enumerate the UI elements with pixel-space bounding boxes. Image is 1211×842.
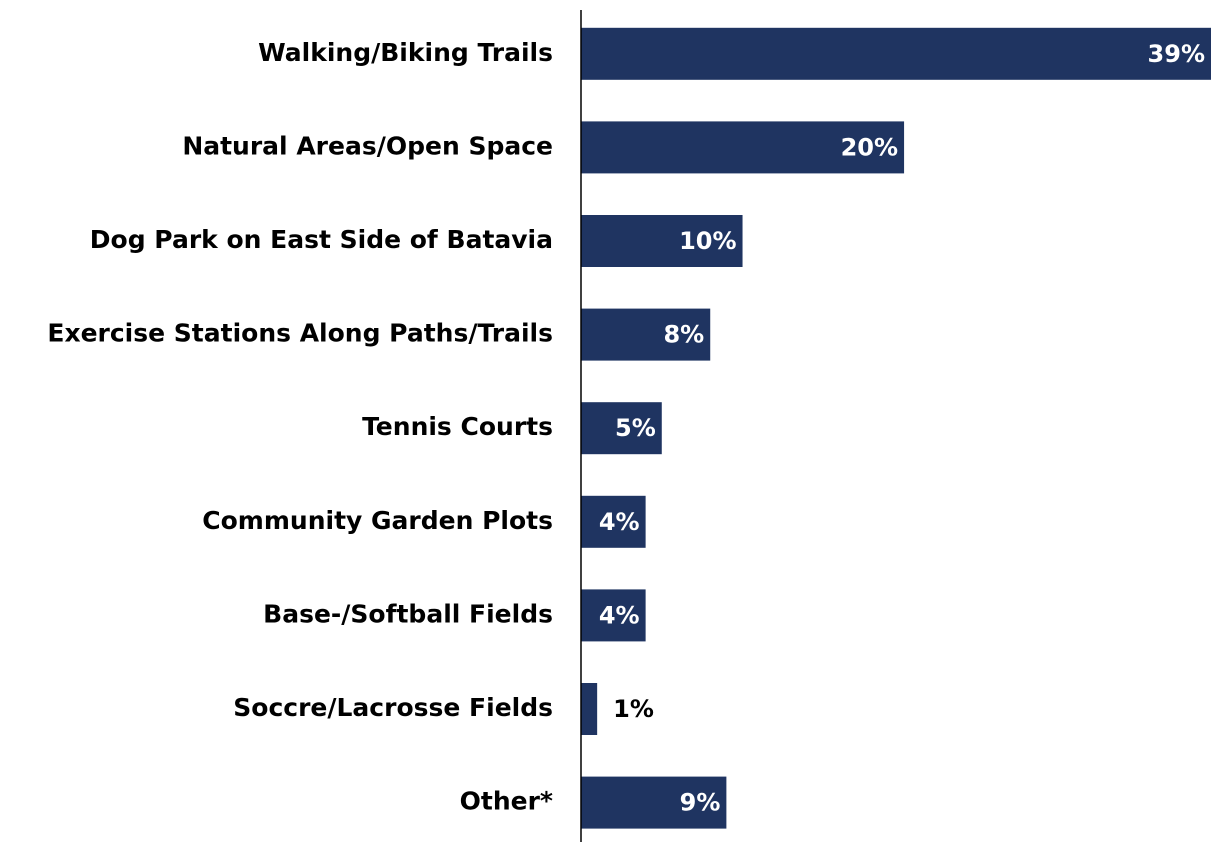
value-label: 8% xyxy=(663,321,704,349)
value-label: 9% xyxy=(680,789,721,817)
bar xyxy=(581,402,662,455)
category-label: Walking/Biking Trails xyxy=(258,38,553,67)
bar xyxy=(581,683,598,735)
bar xyxy=(581,776,727,829)
bar xyxy=(581,27,1211,80)
category-label: Community Garden Plots xyxy=(202,506,553,535)
bar xyxy=(581,589,646,642)
bar xyxy=(581,215,743,267)
value-label: 10% xyxy=(679,227,736,255)
category-label: Tennis Courts xyxy=(362,412,553,441)
category-label: Exercise Stations Along Paths/Trails xyxy=(47,319,553,348)
category-label: Other* xyxy=(460,787,553,816)
category-label: Soccre/Lacrosse Fields xyxy=(233,693,553,722)
category-label: Base-/Softball Fields xyxy=(263,599,553,628)
bar xyxy=(581,121,905,174)
value-label: 4% xyxy=(599,508,640,536)
category-label: Dog Park on East Side of Batavia xyxy=(90,225,553,254)
value-label: 39% xyxy=(1148,40,1205,68)
value-label: 5% xyxy=(615,414,656,442)
value-label: 20% xyxy=(841,133,898,161)
bar xyxy=(581,308,711,361)
bar xyxy=(581,495,646,548)
value-label: 4% xyxy=(599,601,640,629)
category-label: Natural Areas/Open Space xyxy=(182,131,553,160)
value-label: 1% xyxy=(613,695,654,723)
